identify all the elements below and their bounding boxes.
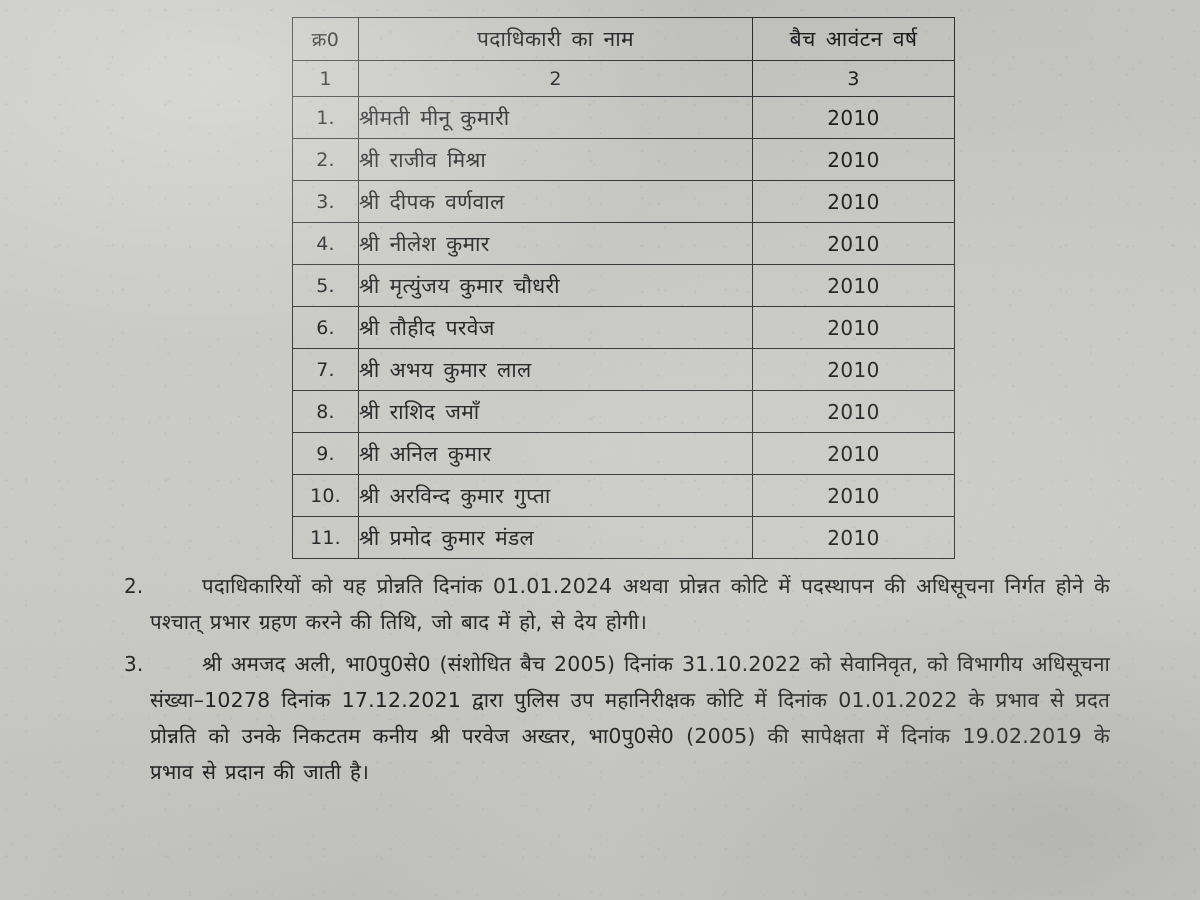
- row-batch-year: 2010: [752, 138, 955, 181]
- table-row: 7. श्री अभय कुमार लाल 2010: [292, 348, 955, 391]
- row-officer-name: श्रीमती मीनू कुमारी: [358, 96, 753, 139]
- row-batch-year: 2010: [752, 222, 955, 265]
- table-row: 9. श्री अनिल कुमार 2010: [292, 432, 955, 475]
- row-serial: 4.: [292, 222, 359, 265]
- row-serial: 6.: [292, 306, 359, 349]
- table-row: 6. श्री तौहीद परवेज 2010: [292, 306, 955, 349]
- row-serial: 8.: [292, 390, 359, 433]
- row-officer-name: श्री अभय कुमार लाल: [358, 348, 753, 391]
- row-serial: 1.: [292, 96, 359, 139]
- table-row: 4. श्री नीलेश कुमार 2010: [292, 222, 955, 265]
- paragraph-3: 3. श्री अमजद अली, भा0पु0से0 (संशोधित बैच…: [124, 646, 1110, 790]
- table-row: 10. श्री अरविन्द कुमार गुप्ता 2010: [292, 474, 955, 517]
- row-serial: 7.: [292, 348, 359, 391]
- row-batch-year: 2010: [752, 516, 955, 559]
- row-batch-year: 2010: [752, 96, 955, 139]
- row-serial: 3.: [292, 180, 359, 223]
- row-serial: 11.: [292, 516, 359, 559]
- paragraph-3-marker: 3.: [124, 652, 144, 676]
- row-officer-name: श्री अनिल कुमार: [358, 432, 753, 475]
- column-header-officer-name: पदाधिकारी का नाम: [358, 17, 753, 61]
- row-officer-name: श्री दीपक वर्णवाल: [358, 180, 753, 223]
- table-column-number-row: 1 2 3: [292, 60, 955, 97]
- row-batch-year: 2010: [752, 264, 955, 307]
- column-header-batch-allotment-year: बैच आवंटन वर्ष: [752, 17, 955, 61]
- table-row: 8. श्री राशिद जमाँ 2010: [292, 390, 955, 433]
- row-officer-name: श्री मृत्युंजय कुमार चौधरी: [358, 264, 753, 307]
- column-header-serial: क्र0: [292, 17, 359, 61]
- row-serial: 5.: [292, 264, 359, 307]
- row-batch-year: 2010: [752, 432, 955, 475]
- row-serial: 9.: [292, 432, 359, 475]
- row-serial: 10.: [292, 474, 359, 517]
- row-batch-year: 2010: [752, 306, 955, 349]
- column-number-1: 1: [292, 60, 359, 97]
- row-officer-name: श्री राशिद जमाँ: [358, 390, 753, 433]
- officers-table-container: क्र0 पदाधिकारी का नाम बैच आवंटन वर्ष 1 2…: [292, 17, 955, 559]
- row-serial: 2.: [292, 138, 359, 181]
- row-officer-name: श्री प्रमोद कुमार मंडल: [358, 516, 753, 559]
- table-header-row: क्र0 पदाधिकारी का नाम बैच आवंटन वर्ष: [292, 17, 955, 61]
- row-officer-name: श्री तौहीद परवेज: [358, 306, 753, 349]
- table-row: 5. श्री मृत्युंजय कुमार चौधरी 2010: [292, 264, 955, 307]
- paragraph-2-marker: 2.: [124, 574, 144, 598]
- row-batch-year: 2010: [752, 474, 955, 517]
- row-batch-year: 2010: [752, 390, 955, 433]
- table-row: 3. श्री दीपक वर्णवाल 2010: [292, 180, 955, 223]
- paragraph-2: 2. पदाधिकारियों को यह प्रोन्नति दिनांक 0…: [124, 568, 1110, 640]
- officers-table-body: 1. श्रीमती मीनू कुमारी 2010 2. श्री राजी…: [292, 96, 955, 559]
- row-officer-name: श्री अरविन्द कुमार गुप्ता: [358, 474, 753, 517]
- paragraph-2-text: पदाधिकारियों को यह प्रोन्नति दिनांक 01.0…: [150, 574, 1110, 634]
- row-officer-name: श्री नीलेश कुमार: [358, 222, 753, 265]
- row-batch-year: 2010: [752, 180, 955, 223]
- table-row: 1. श्रीमती मीनू कुमारी 2010: [292, 96, 955, 139]
- column-number-2: 2: [358, 60, 753, 97]
- officers-promotion-table: क्र0 पदाधिकारी का नाम बैच आवंटन वर्ष 1 2…: [292, 17, 955, 559]
- row-batch-year: 2010: [752, 348, 955, 391]
- document-body: 2. पदाधिकारियों को यह प्रोन्नति दिनांक 0…: [124, 568, 1110, 790]
- paragraph-3-text: श्री अमजद अली, भा0पु0से0 (संशोधित बैच 20…: [150, 652, 1110, 784]
- row-officer-name: श्री राजीव मिश्रा: [358, 138, 753, 181]
- table-row: 11. श्री प्रमोद कुमार मंडल 2010: [292, 516, 955, 559]
- table-row: 2. श्री राजीव मिश्रा 2010: [292, 138, 955, 181]
- column-number-3: 3: [752, 60, 955, 97]
